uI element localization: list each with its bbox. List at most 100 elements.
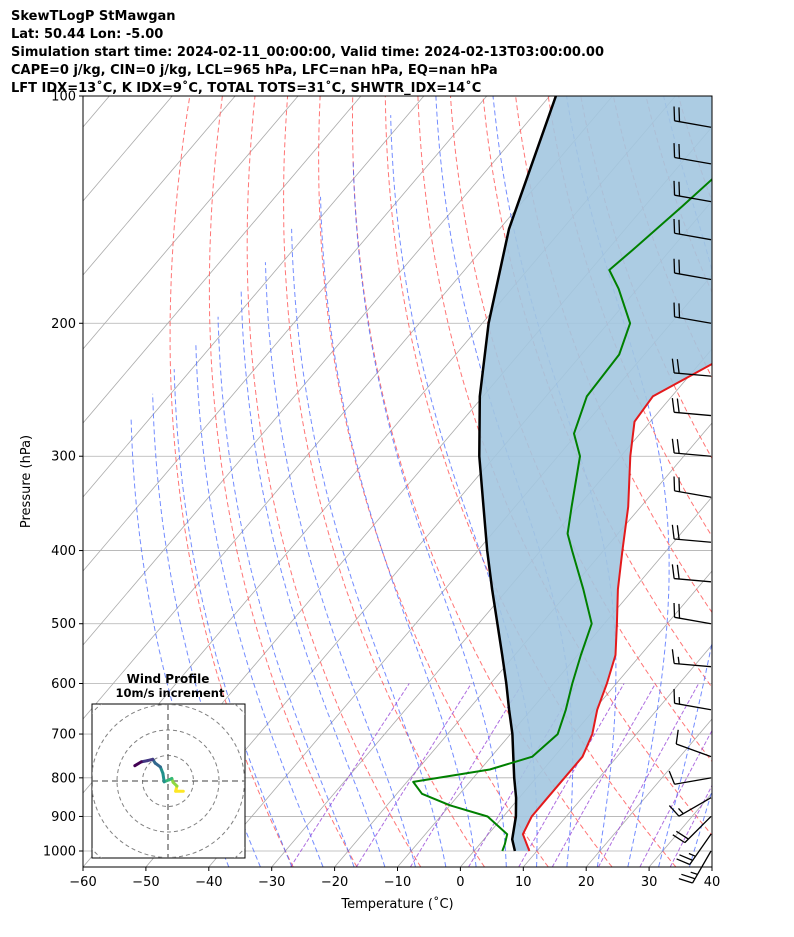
y-tick-label: 900 bbox=[51, 810, 76, 825]
barb-feather bbox=[676, 359, 680, 374]
barb-staff bbox=[674, 577, 712, 583]
y-tick-label: 500 bbox=[51, 617, 76, 632]
isotherm-line bbox=[83, 96, 362, 424]
y-tick-label: 200 bbox=[51, 317, 76, 332]
wind-barbs bbox=[668, 106, 712, 884]
temperature-line bbox=[521, 362, 712, 852]
isotherm-line bbox=[397, 496, 712, 867]
y-tick-label: 300 bbox=[51, 450, 76, 465]
wind-barb bbox=[673, 688, 712, 711]
wind-barb bbox=[671, 649, 712, 668]
dry-adiabat bbox=[744, 96, 794, 867]
x-tick-label: 40 bbox=[704, 875, 721, 890]
wind-barb bbox=[671, 564, 712, 583]
barb-feather bbox=[676, 525, 680, 540]
y-tick-label: 1000 bbox=[43, 845, 76, 860]
x-axis-label: Temperature (˚C) bbox=[340, 896, 453, 912]
wind-barb bbox=[673, 106, 712, 128]
wind-barb bbox=[671, 438, 712, 457]
barb-staff bbox=[674, 662, 712, 668]
barb-staff bbox=[674, 702, 712, 711]
moist-adiabat bbox=[352, 161, 507, 867]
y-tick-label: 800 bbox=[51, 771, 76, 786]
wind-barb bbox=[671, 398, 712, 417]
barb-feather bbox=[668, 770, 676, 785]
barb-staff bbox=[674, 616, 712, 625]
hodograph-title: Wind Profile bbox=[127, 672, 210, 686]
mixing-ratio-line bbox=[518, 683, 625, 867]
dry-adiabat bbox=[482, 96, 712, 689]
barb-feather bbox=[676, 439, 680, 454]
dry-adiabat bbox=[352, 96, 613, 867]
mixing-ratio-line bbox=[290, 683, 410, 867]
x-tick-label: −20 bbox=[321, 875, 348, 890]
barb-feather bbox=[671, 524, 675, 540]
dry-adiabat bbox=[208, 96, 358, 867]
barb-half-feather bbox=[688, 852, 696, 857]
moist-adiabat bbox=[217, 316, 355, 867]
barb-feather bbox=[673, 143, 676, 158]
barb-staff bbox=[674, 452, 712, 457]
x-tick-label: −30 bbox=[258, 875, 285, 890]
isotherm-line bbox=[83, 96, 550, 646]
barb-feather bbox=[678, 219, 681, 235]
dry-adiabat bbox=[283, 96, 485, 867]
x-tick-label: −10 bbox=[384, 875, 411, 890]
mixing-ratio-line bbox=[551, 683, 656, 867]
barb-feather bbox=[671, 564, 675, 579]
moist-adiabat bbox=[264, 262, 416, 867]
barb-feather bbox=[675, 729, 679, 745]
barb-staff bbox=[674, 120, 712, 128]
x-tick-label: 10 bbox=[515, 875, 532, 890]
dry-adiabat bbox=[318, 96, 549, 867]
barb-half-feather bbox=[678, 807, 684, 815]
barb-half-feather bbox=[690, 871, 698, 876]
barb-feather bbox=[673, 258, 676, 274]
barb-staff bbox=[689, 833, 712, 865]
wind-barb bbox=[673, 180, 712, 203]
mixing-ratio-line bbox=[355, 683, 472, 867]
barb-feather bbox=[678, 303, 681, 318]
mixing-ratio-line bbox=[639, 729, 712, 867]
isotherm-line bbox=[83, 96, 236, 276]
y-tick-label: 100 bbox=[51, 90, 76, 105]
wind-barb bbox=[673, 476, 712, 498]
moist-adiabat bbox=[173, 369, 293, 867]
barb-feather bbox=[671, 398, 675, 413]
barb-feather bbox=[673, 688, 676, 704]
barb-staff bbox=[674, 538, 712, 543]
y-axis-label: Pressure (hPa) bbox=[19, 435, 34, 528]
isotherm-line bbox=[83, 96, 488, 572]
x-tick-label: −50 bbox=[132, 875, 159, 890]
barb-staff bbox=[674, 777, 712, 785]
moist-adiabat bbox=[195, 342, 324, 867]
barb-feather bbox=[676, 564, 680, 580]
barb-staff bbox=[674, 156, 712, 165]
wind-barb bbox=[673, 218, 712, 241]
cin-shading bbox=[479, 96, 712, 851]
isotherm-line bbox=[522, 644, 712, 867]
moist-adiabat bbox=[783, 96, 794, 867]
parcel-path-line bbox=[478, 96, 558, 852]
isotherm-line bbox=[83, 96, 299, 350]
axes: −60 −50 −40 −30 −20 −10 0 10 20 30 40 1000 900 800 700… bbox=[19, 90, 720, 913]
y-tick-label: 400 bbox=[51, 544, 76, 559]
barb-staff bbox=[678, 797, 712, 817]
barb-feather bbox=[671, 358, 675, 374]
chart-title: SkewTLogP StMawgan bbox=[11, 9, 176, 24]
barb-staff bbox=[674, 411, 712, 417]
dry-adiabat bbox=[776, 96, 794, 867]
barb-staff bbox=[674, 272, 712, 281]
barb-feather bbox=[673, 106, 676, 121]
wind-barb bbox=[671, 524, 712, 543]
moist-adiabat bbox=[658, 96, 712, 867]
hodograph-trace bbox=[133, 760, 143, 768]
isotherm-line bbox=[83, 96, 613, 720]
wind-barb bbox=[673, 258, 712, 281]
barb-staff bbox=[674, 194, 712, 203]
barb-feather bbox=[681, 873, 696, 880]
barb-feather bbox=[679, 854, 693, 861]
isotherm-line bbox=[585, 718, 712, 867]
